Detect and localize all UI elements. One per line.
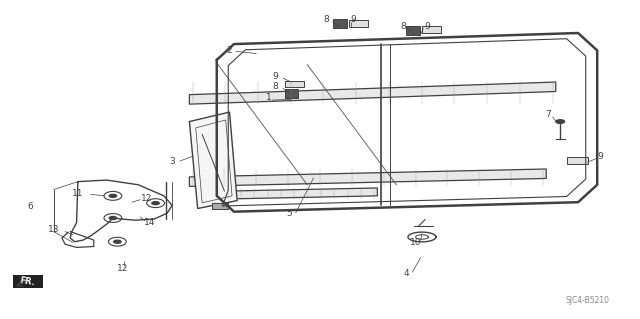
Text: 6: 6	[27, 202, 33, 211]
Text: FR.: FR.	[19, 276, 36, 287]
Polygon shape	[225, 188, 378, 199]
Bar	[333, 19, 347, 28]
Text: 13: 13	[48, 225, 60, 234]
Text: 3: 3	[170, 157, 175, 166]
Bar	[422, 26, 441, 33]
Text: 4: 4	[403, 270, 409, 278]
Text: 8: 8	[323, 15, 329, 24]
Circle shape	[108, 216, 117, 220]
Text: 14: 14	[143, 218, 155, 226]
Polygon shape	[189, 112, 237, 209]
Text: 9: 9	[350, 15, 356, 24]
Bar	[406, 26, 420, 34]
Text: 9: 9	[273, 72, 278, 81]
Text: 11: 11	[72, 189, 84, 198]
Text: 2: 2	[227, 46, 232, 55]
Circle shape	[108, 194, 117, 198]
Bar	[285, 81, 304, 87]
FancyBboxPatch shape	[212, 203, 228, 209]
Text: 10: 10	[410, 238, 421, 247]
Bar	[567, 157, 588, 164]
Bar	[349, 20, 368, 27]
Text: 8: 8	[400, 22, 406, 31]
Polygon shape	[13, 275, 43, 287]
Text: 9: 9	[598, 152, 604, 161]
Circle shape	[151, 201, 160, 205]
Text: 1: 1	[266, 93, 272, 102]
Circle shape	[555, 119, 565, 124]
Text: 7: 7	[545, 110, 551, 119]
Circle shape	[113, 240, 122, 244]
Polygon shape	[189, 169, 546, 186]
Text: 5: 5	[287, 209, 292, 218]
Text: 9: 9	[424, 22, 430, 31]
Text: 12: 12	[141, 194, 152, 203]
Text: 8: 8	[273, 82, 278, 91]
Text: 12: 12	[116, 264, 128, 273]
Text: SJC4-B5210: SJC4-B5210	[566, 296, 610, 305]
Bar	[285, 89, 298, 98]
Polygon shape	[189, 82, 556, 104]
